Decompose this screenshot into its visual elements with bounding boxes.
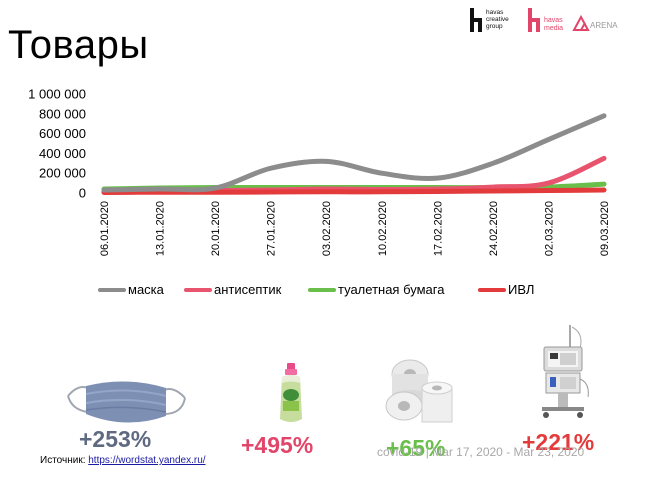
legend-swatch [308,288,336,292]
x-tick-label: 09.03.2020 [599,201,611,256]
legend-label: маска [128,282,164,297]
havas-creative-group-logo: havas creative group [470,8,509,32]
brand3-text: ARENA [590,21,618,30]
stat-sanitizer-value: +495% [241,432,314,458]
y-axis: 0 200 000 400 000 600 000 800 000 1 000 000 [28,87,86,201]
stat-ventilator-value: +221% [522,429,595,455]
legend-label: ИВЛ [508,282,535,297]
y-tick-label: 0 [79,186,86,201]
chart-series [101,113,607,196]
mask-icon [64,376,189,436]
series-line-3 [101,187,607,196]
legend-swatch [98,288,126,292]
brand1-line1: havas [486,9,504,16]
x-tick-label: 10.02.2020 [377,201,389,256]
stat-toilet-paper-value: +65% [386,435,446,461]
x-tick-label: 02.03.2020 [543,201,555,256]
x-tick-label: 03.02.2020 [321,201,333,256]
x-tick-label: 13.01.2020 [155,201,167,256]
brand2-line1: havas [544,17,563,24]
footer-date-range: covid-19 | Mar 17, 2020 - Mar 23, 2020 [377,445,585,459]
ventilator-icon [536,323,592,424]
brand1-line3: group [486,23,503,30]
x-tick-label: 20.01.2020 [210,201,222,256]
y-tick-label: 400 000 [39,146,86,161]
x-tick-label: 27.01.2020 [266,201,278,256]
brand2-line2: media [544,25,563,32]
series-line-0 [101,113,607,193]
arena-logo: ARENA [572,14,618,31]
legend-label: антисептик [214,282,282,297]
stat-mask-value: +253% [79,426,152,452]
line-chart: 0 200 000 400 000 600 000 800 000 1 000 000 0… [28,87,611,257]
legend-swatch [478,288,506,292]
toilet-paper-icon [382,358,456,433]
x-tick-label: 17.02.2020 [432,201,444,256]
brand1-line2: creative [486,16,509,23]
page-title: Товары [8,23,149,67]
sanitizer-icon [276,363,306,430]
y-tick-label: 200 000 [39,166,86,181]
y-tick-label: 800 000 [39,106,86,121]
x-axis: 06.01.2020 13.01.2020 20.01.2020 27.01.2020… [99,201,611,256]
havas-media-logo: havas media [528,8,563,32]
source-link[interactable]: https://wordstat.yandex.ru/ [88,455,206,466]
legend-swatch [184,288,212,292]
source-note: Источник: https://wordstat.yandex.ru/ [40,455,206,466]
brand-logos: havas creative group havas media ARENA [470,8,618,32]
x-tick-label: 24.02.2020 [488,201,500,256]
y-tick-label: 1 000 000 [28,87,86,102]
y-tick-label: 600 000 [39,126,86,141]
source-label: Источник: [40,455,86,466]
legend-label: туалетная бумага [338,282,445,297]
x-tick-label: 06.01.2020 [99,201,111,256]
